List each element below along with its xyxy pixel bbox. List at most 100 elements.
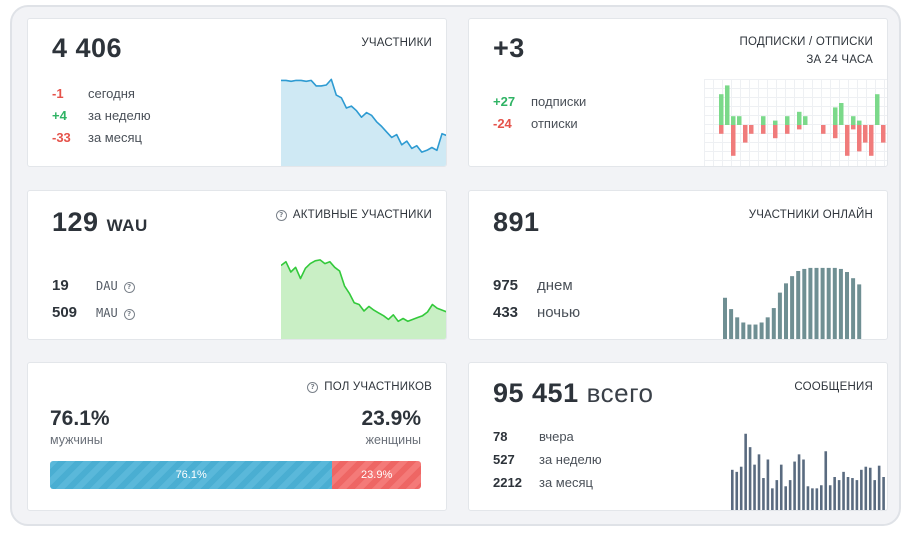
active-card[interactable]: 129 WAU ? АКТИВНЫЕ УЧАСТНИКИ 19 DAU? 509 MA… xyxy=(27,190,447,340)
gender-title-text: ПОЛ УЧАСТНИКОВ xyxy=(324,381,432,393)
messages-bar xyxy=(779,464,783,510)
online-bar-chart xyxy=(723,267,862,339)
messages-month-label: за месяц xyxy=(539,475,593,490)
online-bar xyxy=(741,322,746,339)
members-total: 4 406 xyxy=(52,33,123,63)
subs-up-bar xyxy=(839,103,844,125)
messages-bar xyxy=(877,465,881,510)
gender-bar-male[interactable]: 76.1% xyxy=(50,461,333,489)
active-row-mau: 509 MAU? xyxy=(52,304,135,321)
female-label: женщины xyxy=(365,433,421,447)
online-bar xyxy=(765,317,770,339)
gender-bar-female-label: 23.9% xyxy=(361,469,393,481)
active-trend-chart xyxy=(281,259,446,339)
subs-up-bar xyxy=(785,116,790,125)
messages-bar xyxy=(846,477,850,510)
messages-row-yesterday: 78 вчера xyxy=(493,429,574,444)
active-total-value: 129 xyxy=(52,207,99,237)
members-title: УЧАСТНИКИ xyxy=(361,37,432,49)
subs-down-bar xyxy=(851,125,856,130)
subs-up-bar xyxy=(731,116,736,125)
messages-bar xyxy=(744,433,747,510)
online-bar xyxy=(790,276,795,339)
gender-title: ? ПОЛ УЧАСТНИКОВ xyxy=(307,378,432,396)
messages-week-value: 527 xyxy=(493,452,515,467)
messages-bar xyxy=(784,486,787,510)
online-night-value: 433 xyxy=(493,304,519,321)
messages-yesterday-value: 78 xyxy=(493,429,508,444)
subs-subscribed-value: +27 xyxy=(493,94,516,109)
online-day-label: днем xyxy=(537,277,573,294)
subs-up-bar xyxy=(875,94,880,125)
messages-bar xyxy=(739,466,743,510)
messages-bar xyxy=(851,478,854,510)
online-bar xyxy=(826,267,831,339)
active-row-dau: 19 DAU? xyxy=(52,277,135,294)
active-help-icon[interactable]: ? xyxy=(275,210,287,221)
members-card[interactable]: 4 406 УЧАСТНИКИ -1 сегодня +4 за неделю -3… xyxy=(27,18,447,167)
messages-total: 95 451 всего xyxy=(493,378,653,409)
members-trend-line xyxy=(281,78,446,153)
gender-bar-female[interactable]: 23.9% xyxy=(332,461,421,489)
active-total: 129 WAU xyxy=(52,207,148,238)
members-week-label: за неделю xyxy=(88,108,151,123)
dau-help-icon[interactable]: ? xyxy=(123,282,135,293)
subs-down-bar xyxy=(821,125,826,134)
online-title: УЧАСТНИКИ ОНЛАЙН xyxy=(748,209,873,221)
subs-card[interactable]: +3 ПОДПИСКИ / ОТПИСКИ ЗА 24 ЧАСА +27 подп… xyxy=(468,18,888,167)
messages-bar xyxy=(855,480,859,510)
messages-week-label: за неделю xyxy=(539,452,602,467)
subs-down-bar xyxy=(761,125,766,134)
online-bar xyxy=(771,308,776,339)
active-title-text: АКТИВНЫЕ УЧАСТНИКИ xyxy=(292,209,432,221)
subs-up-bar xyxy=(797,111,802,125)
active-total-unit: WAU xyxy=(106,216,148,235)
subs-down-bar xyxy=(881,125,886,143)
members-row-today: -1 сегодня xyxy=(52,86,135,101)
subs-bar-chart xyxy=(719,85,886,156)
online-bar xyxy=(832,267,837,339)
female-percent: 23.9% xyxy=(361,407,421,430)
subs-row-unsubscribed: -24 отписки xyxy=(493,116,578,131)
active-title: ? АКТИВНЫЕ УЧАСТНИКИ xyxy=(275,206,432,224)
members-week-value: +4 xyxy=(52,108,67,123)
online-bar xyxy=(759,322,764,339)
active-mau-label: MAU xyxy=(96,306,118,320)
subs-unsubscribed-value: -24 xyxy=(493,116,512,131)
online-total: 891 xyxy=(493,207,540,237)
online-bar xyxy=(845,272,849,339)
messages-bar xyxy=(775,480,779,510)
subs-subscribed-label: подписки xyxy=(531,94,587,109)
messages-bar xyxy=(837,480,841,510)
messages-bar xyxy=(806,486,810,510)
subs-title: ПОДПИСКИ / ОТПИСКИ ЗА 24 ЧАСА xyxy=(739,33,873,69)
subs-down-bar xyxy=(773,125,778,139)
online-card[interactable]: 891 УЧАСТНИКИ ОНЛАЙН 975 днем 433 ночью xyxy=(468,190,888,340)
online-day-value: 975 xyxy=(493,277,519,294)
online-bar xyxy=(820,267,825,339)
online-row-night: 433 ночью xyxy=(493,304,580,321)
mau-help-icon[interactable]: ? xyxy=(123,309,135,320)
online-row-day: 975 днем xyxy=(493,277,573,294)
male-percent: 76.1% xyxy=(50,407,110,430)
online-bar xyxy=(777,292,782,339)
gender-help-icon[interactable]: ? xyxy=(307,382,319,393)
online-bar xyxy=(729,309,734,339)
messages-bar xyxy=(882,477,885,510)
messages-month-value: 2212 xyxy=(493,475,522,490)
online-bar xyxy=(802,268,807,339)
subs-down-bar xyxy=(785,125,790,134)
subs-down-bar xyxy=(743,125,748,143)
gender-card[interactable]: ? ПОЛ УЧАСТНИКОВ 76.1% мужчины 23.9% женщ… xyxy=(27,362,447,511)
subs-up-bar xyxy=(719,94,724,125)
messages-bar xyxy=(731,469,734,510)
members-today-label: сегодня xyxy=(88,86,135,101)
subs-unsubscribed-label: отписки xyxy=(531,116,578,131)
messages-yesterday-label: вчера xyxy=(539,429,574,444)
online-bar xyxy=(723,297,727,339)
messages-bar xyxy=(864,466,868,510)
messages-bar xyxy=(873,480,876,510)
subs-up-bar xyxy=(833,107,838,125)
messages-card[interactable]: 95 451 всего СООБЩЕНИЯ 78 вчера 527 за нед… xyxy=(468,362,888,511)
subs-down-bar xyxy=(869,125,874,156)
